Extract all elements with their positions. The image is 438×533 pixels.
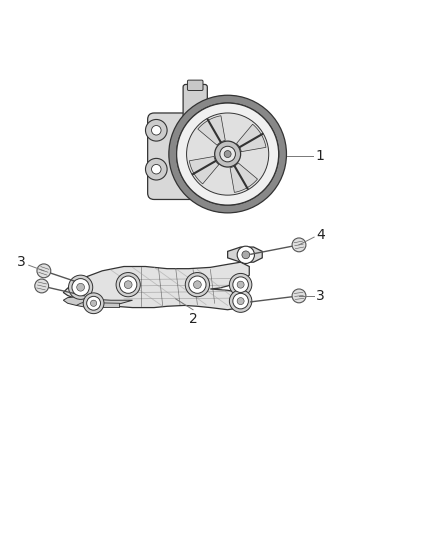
Circle shape [220, 146, 236, 162]
Circle shape [145, 119, 167, 141]
Circle shape [224, 151, 231, 158]
FancyBboxPatch shape [187, 80, 203, 91]
Circle shape [215, 141, 240, 167]
Circle shape [230, 273, 252, 296]
Text: 4: 4 [316, 228, 325, 243]
Circle shape [37, 264, 51, 278]
Circle shape [230, 290, 252, 312]
Circle shape [237, 297, 244, 304]
Text: 3: 3 [316, 289, 325, 303]
Polygon shape [189, 157, 219, 184]
Circle shape [242, 251, 250, 259]
Text: 2: 2 [189, 312, 198, 326]
Circle shape [152, 126, 161, 135]
Circle shape [233, 277, 248, 293]
Circle shape [177, 103, 279, 205]
Circle shape [237, 281, 244, 288]
FancyBboxPatch shape [183, 84, 207, 118]
Circle shape [91, 300, 97, 306]
Polygon shape [64, 297, 133, 306]
Circle shape [177, 103, 279, 205]
Circle shape [185, 272, 209, 297]
FancyBboxPatch shape [148, 113, 204, 199]
Polygon shape [228, 247, 262, 262]
Circle shape [189, 276, 206, 293]
Polygon shape [237, 124, 266, 152]
Polygon shape [230, 163, 258, 192]
Circle shape [124, 281, 132, 288]
Circle shape [72, 279, 89, 296]
Polygon shape [64, 262, 249, 310]
Circle shape [77, 284, 85, 291]
Circle shape [194, 281, 201, 288]
Circle shape [87, 296, 100, 310]
Circle shape [120, 276, 137, 293]
Circle shape [116, 272, 140, 297]
Circle shape [145, 158, 167, 180]
Circle shape [233, 293, 248, 309]
Circle shape [169, 95, 286, 213]
Text: 1: 1 [315, 149, 324, 163]
Circle shape [187, 113, 269, 195]
Circle shape [152, 165, 161, 174]
Circle shape [187, 176, 208, 197]
Circle shape [68, 275, 93, 300]
Text: 3: 3 [17, 255, 25, 269]
Circle shape [35, 279, 49, 293]
Circle shape [83, 293, 104, 313]
Circle shape [292, 238, 306, 252]
Polygon shape [198, 116, 225, 145]
Circle shape [237, 246, 254, 263]
Circle shape [292, 289, 306, 303]
Polygon shape [76, 302, 120, 308]
